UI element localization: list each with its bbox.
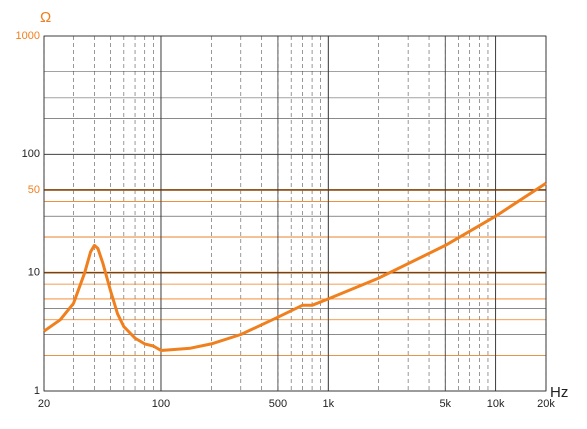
x-tick-label: 20 — [38, 398, 50, 410]
impedance-curve — [43, 181, 547, 352]
y-tick-label: 50 — [28, 184, 40, 196]
y-tick-label: 100 — [22, 148, 40, 160]
x-tick-label: 100 — [152, 398, 170, 410]
x-tick-label: 500 — [269, 398, 287, 410]
plot-frame — [43, 35, 547, 392]
y-tick-label: 10 — [28, 267, 40, 279]
x-tick-label: 20k — [537, 398, 555, 410]
y-tick-label: 1 — [34, 385, 40, 397]
x-axis-label: Hz — [550, 384, 568, 401]
x-tick-label: 5k — [439, 398, 451, 410]
x-tick-label: 1k — [322, 398, 334, 410]
y-axis-label: Ω — [40, 9, 51, 26]
x-tick-label: 10k — [487, 398, 505, 410]
y-tick-label: 1000 — [16, 30, 40, 42]
